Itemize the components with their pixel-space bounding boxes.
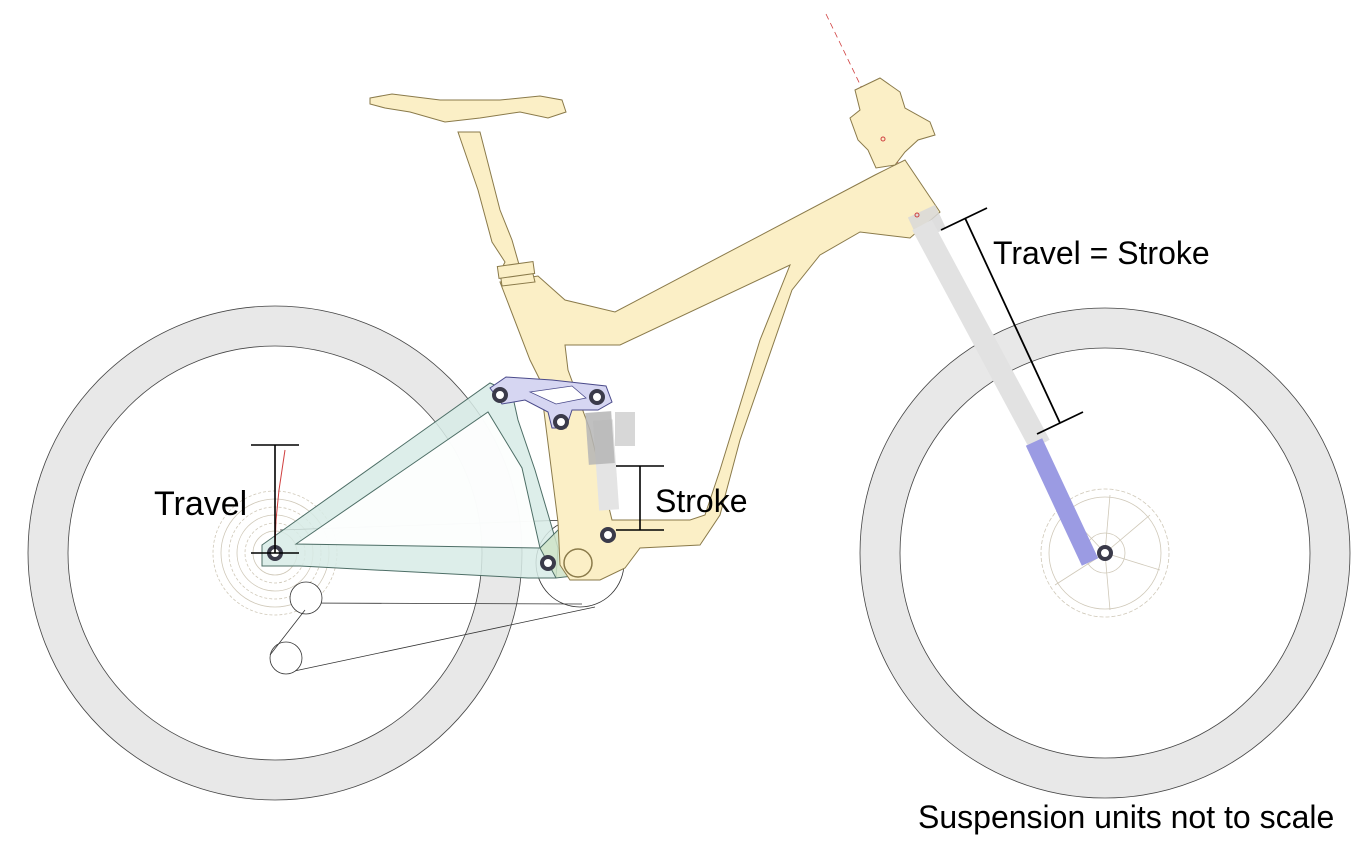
shock-stroke-dimension bbox=[616, 465, 664, 531]
seatpost bbox=[457, 131, 536, 287]
saddle bbox=[369, 93, 567, 123]
rear-travel-label: Travel bbox=[154, 485, 247, 523]
shock-stroke-label: Stroke bbox=[655, 483, 747, 519]
rocker-link-cutout bbox=[528, 385, 587, 405]
rear-shock bbox=[585, 411, 635, 511]
stem-handlebar bbox=[849, 77, 936, 169]
fork-travel-dimension bbox=[940, 207, 1084, 435]
front-fork bbox=[907, 204, 1099, 566]
rear-travel-dimension bbox=[251, 444, 299, 554]
scale-note: Suspension units not to scale bbox=[918, 799, 1334, 835]
fork-travel-label: Travel = Stroke bbox=[993, 235, 1210, 271]
seatpost-clamp bbox=[496, 260, 536, 280]
bottom-bracket bbox=[563, 548, 593, 578]
rocker-link bbox=[489, 376, 613, 429]
pivot-points bbox=[267, 387, 1113, 571]
rear-triangle bbox=[261, 382, 613, 579]
front-wheel bbox=[859, 307, 1351, 799]
